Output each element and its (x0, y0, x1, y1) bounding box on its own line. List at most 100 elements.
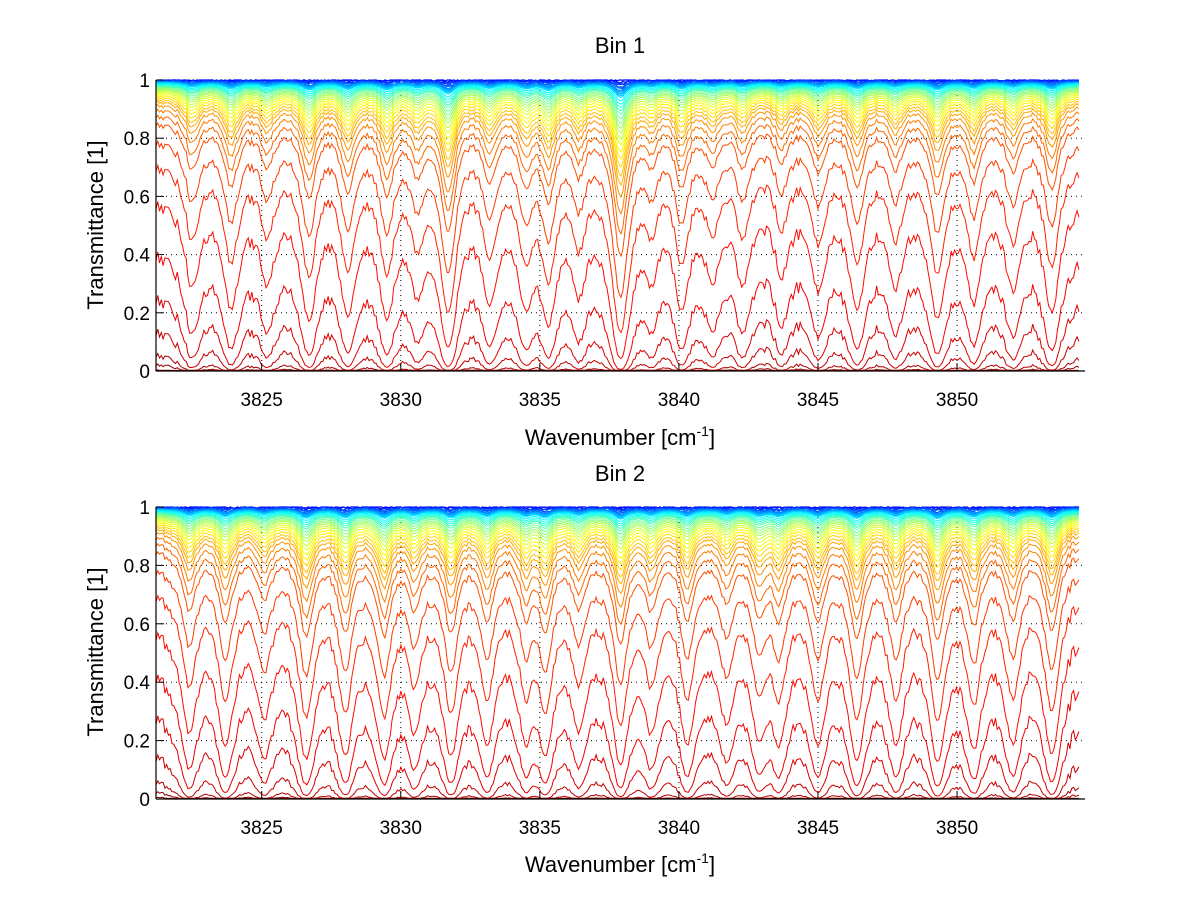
x-tick-label: 3840 (658, 390, 700, 411)
series-line-24 (155, 524, 1080, 571)
x-axis-label-sup: -1 (697, 850, 710, 866)
series-line-31 (155, 139, 1080, 299)
series-line-24 (155, 96, 1080, 168)
x-tick-label: 3830 (380, 818, 422, 839)
series-line-30 (155, 550, 1080, 646)
x-tick-label: 3825 (241, 818, 283, 839)
series-line-15 (155, 512, 1080, 532)
series-line-29 (155, 114, 1080, 236)
series-line-13 (155, 84, 1080, 109)
y-tick-label: 0.6 (124, 187, 150, 208)
series-line-35 (155, 715, 1080, 798)
y-tick-label: 1 (139, 71, 150, 92)
series-line-34 (155, 251, 1080, 370)
x-tick-label: 3840 (658, 818, 700, 839)
series-line-23 (155, 94, 1080, 160)
x-axis-label-suffix: ] (709, 425, 715, 450)
series-line-34 (155, 674, 1080, 789)
x-tick-label: 3845 (797, 390, 839, 411)
x-tick-label: 3835 (519, 818, 561, 839)
y-tick-label: 0.4 (124, 673, 151, 694)
y-tick-label: 0.4 (124, 246, 151, 267)
series-line-21 (155, 519, 1080, 554)
series-line-10 (155, 509, 1079, 520)
series-line-23 (155, 522, 1080, 565)
chart-title: Bin 2 (595, 461, 645, 486)
y-axis-label: Transmittance [1] (83, 140, 108, 309)
series-line-20 (155, 518, 1080, 550)
y-ticks: 0 0.2 0.4 0.6 0.8 1 (124, 71, 164, 383)
series-line-18 (155, 515, 1080, 542)
x-tick-label: 3850 (936, 390, 978, 411)
y-tick-label: 0 (139, 790, 150, 811)
y-tick-label: 0.6 (124, 615, 150, 636)
series-line-22 (155, 520, 1080, 559)
series-line-13 (155, 511, 1079, 527)
series-line-16 (155, 86, 1080, 120)
series-line-16 (155, 513, 1080, 535)
y-ticks: 0 0.2 0.4 0.6 0.8 1 (124, 498, 164, 811)
x-axis-label: Wavenumber [cm-1] (525, 423, 715, 450)
series-line-32 (155, 594, 1080, 727)
series-line-9 (155, 509, 1079, 519)
series-line-28 (155, 536, 1080, 608)
y-tick-label: 1 (139, 498, 150, 519)
series-line-14 (155, 84, 1080, 112)
x-tick-label: 3850 (936, 818, 978, 839)
series-line-11 (155, 83, 1079, 102)
series-line-33 (155, 630, 1080, 766)
series-line-11 (155, 510, 1079, 522)
y-tick-label: 0.2 (124, 304, 150, 325)
y-tick-label: 0.8 (124, 556, 150, 577)
series-line-22 (155, 93, 1080, 153)
x-axis-label-main: Wavenumber [cm (525, 852, 697, 877)
series-line-1 (155, 506, 1079, 511)
y-tick-label: 0 (139, 362, 150, 383)
series-line-39 (155, 369, 1079, 371)
series-line-19 (155, 89, 1080, 134)
series-line-12 (155, 83, 1079, 105)
series-line-15 (155, 85, 1080, 115)
series-line-33 (155, 201, 1080, 360)
y-tick-label: 0.8 (124, 129, 150, 150)
series-line-27 (155, 103, 1080, 198)
x-tick-label: 3830 (380, 390, 422, 411)
x-ticks: 3825 3830 3835 3840 3845 3850 (241, 791, 978, 839)
series-line-31 (155, 569, 1080, 686)
y-axis-label: Transmittance [1] (83, 567, 108, 736)
x-ticks: 3825 3830 3835 3840 3845 3850 (241, 363, 978, 411)
series-line-30 (155, 121, 1080, 258)
chart-title: Bin 1 (595, 33, 645, 58)
series-line-17 (155, 514, 1080, 539)
series-line-27 (155, 531, 1080, 595)
x-tick-label: 3825 (241, 390, 283, 411)
series-group (155, 506, 1080, 799)
series-group (155, 78, 1080, 371)
x-axis-label-sup: -1 (697, 423, 710, 439)
series-line-36 (155, 753, 1080, 799)
series-line-25 (155, 526, 1080, 578)
x-axis-label-main: Wavenumber [cm (525, 425, 697, 450)
axes (155, 80, 1085, 372)
x-tick-label: 3845 (797, 818, 839, 839)
series-line-19 (155, 516, 1080, 545)
series-line-14 (155, 512, 1080, 529)
x-axis-label-suffix: ] (709, 852, 715, 877)
axes (155, 507, 1085, 800)
series-line-28 (155, 108, 1080, 215)
series-line-26 (155, 528, 1080, 585)
y-tick-label: 0.2 (124, 732, 150, 753)
series-line-12 (155, 510, 1079, 525)
series-line-26 (155, 100, 1080, 187)
series-line-17 (155, 87, 1080, 125)
x-tick-label: 3835 (519, 390, 561, 411)
series-line-9 (155, 82, 1079, 97)
series-line-25 (155, 98, 1080, 178)
panel-bin-1: Bin 1 3825 3830 3835 3840 3845 3850 0 0.2 0.4 0.… (83, 33, 1085, 450)
series-line-18 (155, 88, 1080, 129)
series-line-10 (155, 82, 1079, 99)
panel-bin-2: Bin 2 3825 3830 3835 3840 3845 3850 0 0.2 0.4 0.… (83, 461, 1085, 877)
series-line-29 (155, 542, 1080, 626)
series-line-21 (155, 91, 1080, 146)
